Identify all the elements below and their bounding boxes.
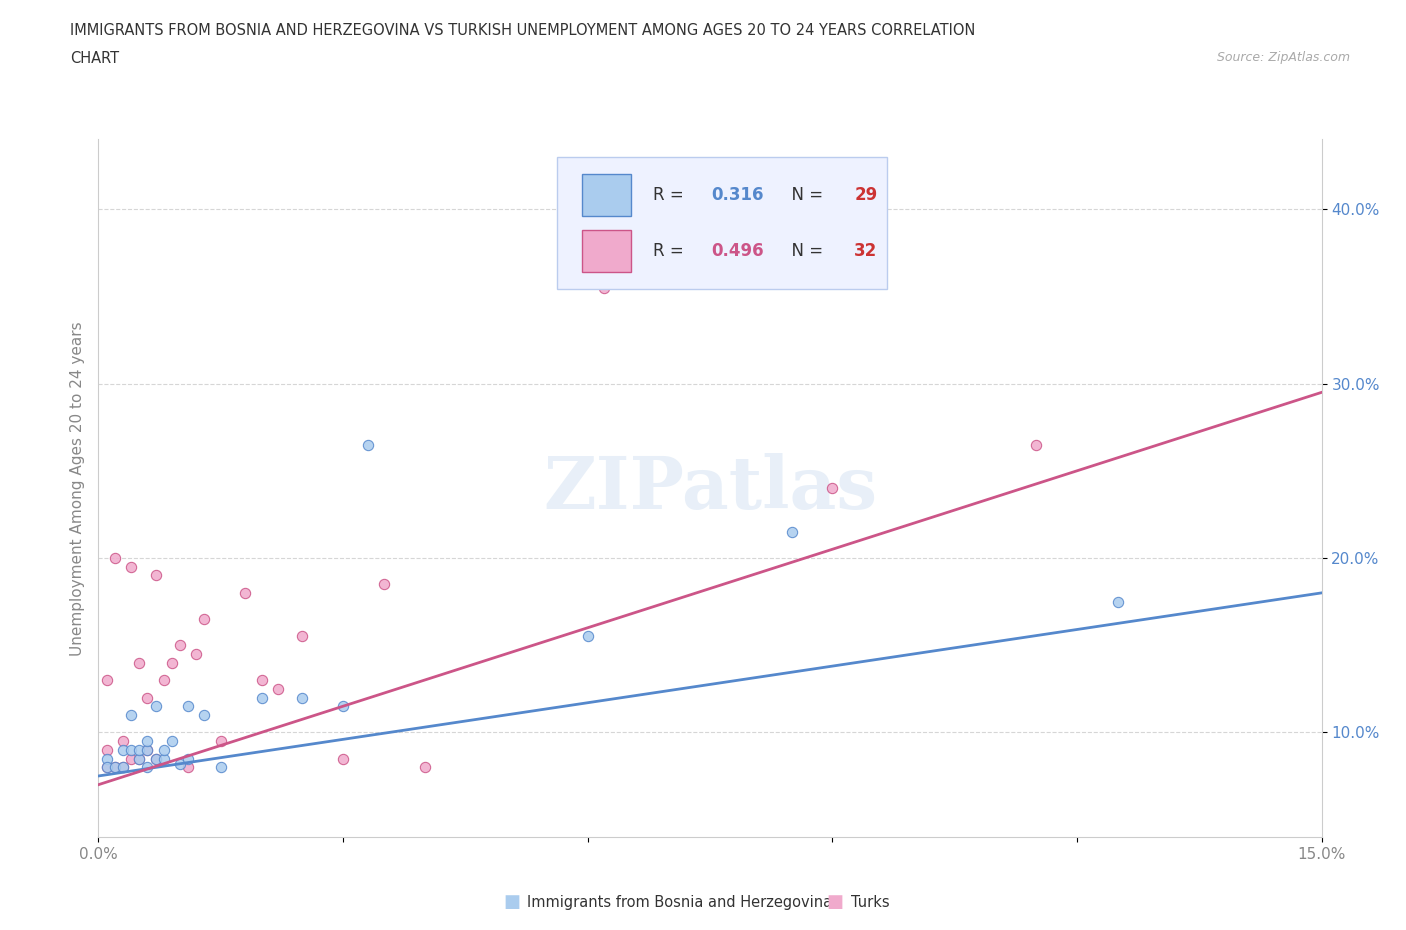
Point <box>96 742 118 757</box>
Point <box>1107 594 1129 609</box>
Point <box>373 577 395 591</box>
Text: ZIPatlas: ZIPatlas <box>543 453 877 524</box>
Text: N =: N = <box>780 242 828 260</box>
Point <box>145 751 167 766</box>
Point <box>356 437 378 452</box>
Point <box>128 751 150 766</box>
Point <box>145 698 167 713</box>
Point <box>104 760 127 775</box>
Point <box>291 690 314 705</box>
Bar <box>582 175 630 217</box>
Point <box>96 751 118 766</box>
Point <box>1025 437 1047 452</box>
Point <box>821 481 844 496</box>
Point <box>104 760 127 775</box>
Point <box>250 672 273 687</box>
Point <box>96 672 118 687</box>
Point <box>152 751 174 766</box>
Point <box>111 742 134 757</box>
Point <box>177 751 200 766</box>
Point <box>136 742 159 757</box>
Point <box>111 760 134 775</box>
Text: CHART: CHART <box>70 51 120 66</box>
Point <box>120 559 142 574</box>
FancyBboxPatch shape <box>557 157 887 289</box>
Text: 32: 32 <box>855 242 877 260</box>
Point <box>145 568 167 583</box>
Point <box>111 760 134 775</box>
Point <box>128 751 150 766</box>
Point <box>193 612 215 627</box>
Point <box>120 708 142 723</box>
Point <box>291 629 314 644</box>
Text: Source: ZipAtlas.com: Source: ZipAtlas.com <box>1216 51 1350 64</box>
Point <box>593 280 616 295</box>
Text: N =: N = <box>780 186 828 205</box>
Point <box>120 742 142 757</box>
Text: Turks: Turks <box>851 895 889 910</box>
Point <box>177 698 200 713</box>
Point <box>111 734 134 749</box>
Point <box>780 525 803 539</box>
Point <box>145 751 167 766</box>
Point <box>169 756 191 771</box>
Point <box>186 646 208 661</box>
Text: R =: R = <box>652 186 689 205</box>
Point <box>160 734 183 749</box>
Y-axis label: Unemployment Among Ages 20 to 24 years: Unemployment Among Ages 20 to 24 years <box>69 321 84 656</box>
Point <box>267 682 290 697</box>
Point <box>250 690 273 705</box>
Text: R =: R = <box>652 242 689 260</box>
Text: ■: ■ <box>827 893 844 911</box>
Point <box>169 638 191 653</box>
Point <box>576 629 599 644</box>
Text: IMMIGRANTS FROM BOSNIA AND HERZEGOVINA VS TURKISH UNEMPLOYMENT AMONG AGES 20 TO : IMMIGRANTS FROM BOSNIA AND HERZEGOVINA V… <box>70 23 976 38</box>
Point <box>160 655 183 670</box>
Point <box>332 751 354 766</box>
Point <box>209 734 232 749</box>
Point <box>104 551 127 565</box>
Point <box>193 708 215 723</box>
Point <box>152 672 174 687</box>
Text: ■: ■ <box>503 893 520 911</box>
Point <box>152 742 174 757</box>
Text: 0.316: 0.316 <box>711 186 763 205</box>
Point <box>136 742 159 757</box>
Point <box>136 760 159 775</box>
Point <box>413 760 436 775</box>
Point <box>136 690 159 705</box>
Point <box>96 760 118 775</box>
Text: Immigrants from Bosnia and Herzegovina: Immigrants from Bosnia and Herzegovina <box>527 895 832 910</box>
Point <box>96 760 118 775</box>
Point <box>128 742 150 757</box>
Text: 29: 29 <box>855 186 877 205</box>
Point <box>177 760 200 775</box>
Point <box>120 751 142 766</box>
Point <box>209 760 232 775</box>
Point <box>332 698 354 713</box>
Bar <box>582 231 630 272</box>
Point <box>233 586 256 601</box>
Point <box>136 734 159 749</box>
Point <box>128 655 150 670</box>
Text: 0.496: 0.496 <box>711 242 763 260</box>
